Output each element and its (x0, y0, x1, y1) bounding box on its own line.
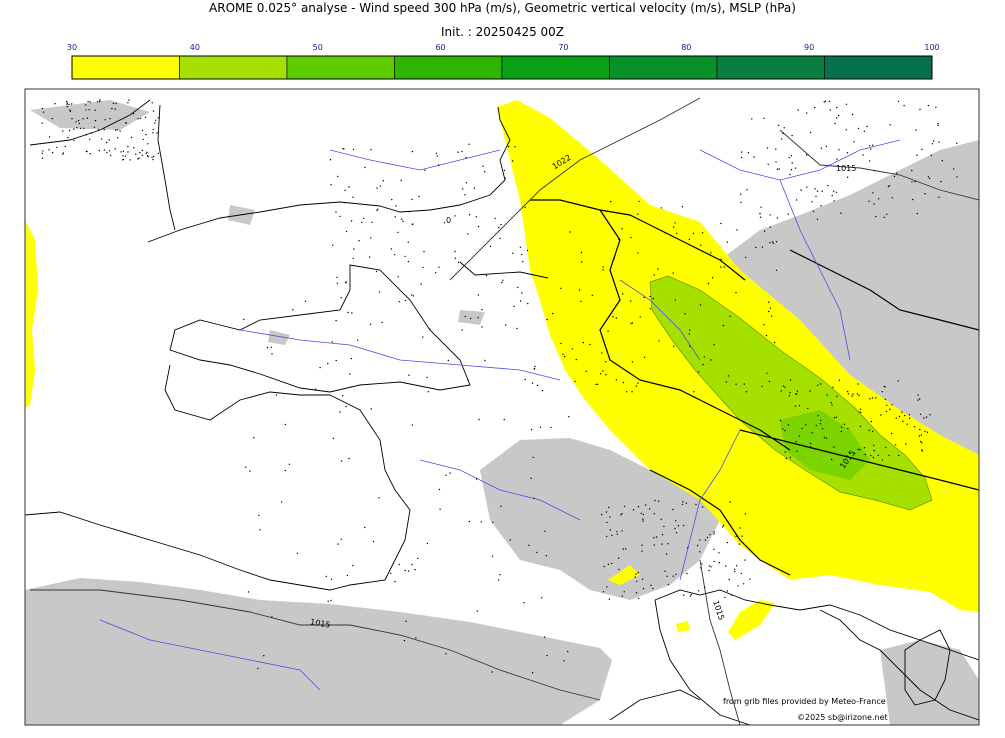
colorbar-ticks: 30 40 50 60 70 80 90 100 (67, 43, 940, 52)
vertical-velocity-shading (25, 100, 979, 725)
data-source-credit: from grib files provided by Meteo-France (723, 697, 886, 706)
colorbar-tick-label: 70 (558, 43, 568, 52)
colorbar-tick-label: 30 (67, 43, 77, 52)
isobar-label-1015-east: 1015 (836, 164, 856, 173)
coastlines (25, 99, 979, 725)
colorbar-segments (71, 55, 933, 80)
map-panel: 1022 1015 1015 1015 1015 0 (24, 88, 980, 726)
mslp-isobars (30, 97, 979, 725)
isobar-label-1015-south: 1015 (309, 617, 331, 629)
precipitation-dots (41, 99, 958, 674)
copyright-credit: ©2025 sb@irizone.net (797, 713, 888, 722)
map-title: AROME 0.025° analyse - Wind speed 300 hP… (209, 1, 796, 15)
colorbar-tick-label: 100 (924, 43, 939, 52)
colorbar-segment-50 (286, 55, 395, 80)
wind-speed-jet (25, 100, 979, 640)
colorbar: 30 40 50 60 70 80 90 100 (67, 43, 940, 80)
init-time: Init. : 20250425 00Z (440, 25, 565, 39)
isobar-label-zero: 0 (446, 216, 451, 225)
colorbar-segment-100 (824, 55, 933, 80)
colorbar-tick-label: 50 (313, 43, 323, 52)
colorbar-tick-label: 80 (681, 43, 691, 52)
map-frame (24, 88, 980, 726)
colorbar-tick-label: 40 (190, 43, 200, 52)
colorbar-segment-40 (179, 55, 288, 80)
rivers (99, 139, 901, 691)
country-borders (530, 199, 979, 576)
colorbar-segment-90 (716, 55, 825, 80)
colorbar-segment-60 (394, 55, 503, 80)
colorbar-tick-label: 90 (804, 43, 814, 52)
colorbar-segment-80 (609, 55, 718, 80)
colorbar-segment-70 (501, 55, 610, 80)
colorbar-tick-label: 60 (435, 43, 445, 52)
colorbar-segment-30 (71, 55, 180, 80)
colorbar-frame (71, 55, 933, 80)
